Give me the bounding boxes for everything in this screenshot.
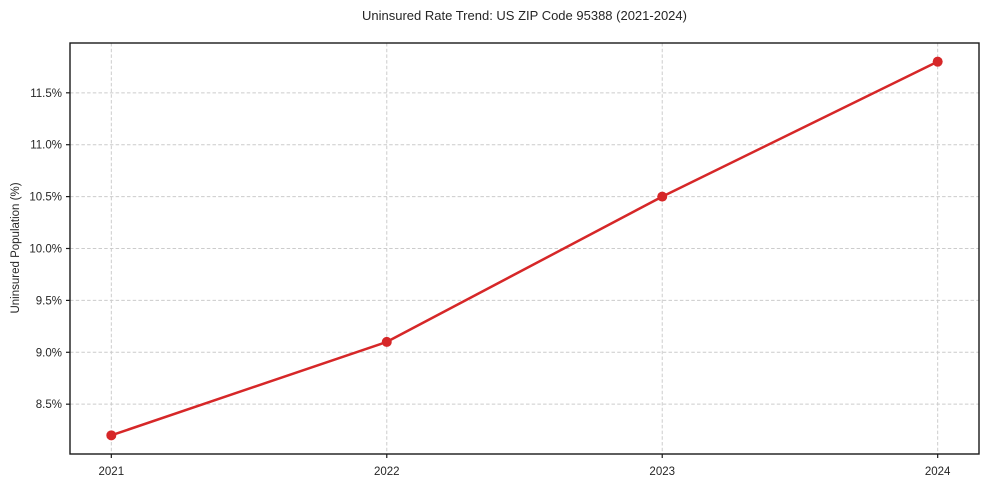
y-tick-label: 9.0% xyxy=(36,347,62,359)
trend-line xyxy=(110,60,939,437)
y-tick-label: 9.5% xyxy=(36,295,62,307)
x-tick-label: 2021 xyxy=(99,466,125,478)
y-tick-label: 10.0% xyxy=(29,244,62,256)
data-point xyxy=(381,336,392,347)
chart-title: Uninsured Rate Trend: US ZIP Code 95388 … xyxy=(362,8,687,23)
y-tick-label: 11.5% xyxy=(30,88,62,100)
x-tick-label: 2024 xyxy=(925,466,951,478)
y-tick-label: 8.5% xyxy=(36,399,62,411)
data-point xyxy=(106,430,117,441)
x-tick-label: 2022 xyxy=(374,466,400,478)
data-point xyxy=(932,56,943,67)
y-tick-label: 11.0% xyxy=(30,140,62,152)
data-point xyxy=(657,191,668,202)
y-tick-label: 10.5% xyxy=(29,192,62,204)
x-tick-label: 2023 xyxy=(649,466,675,478)
